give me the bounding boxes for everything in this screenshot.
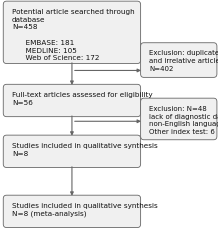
FancyBboxPatch shape xyxy=(141,98,217,140)
Text: Full-text articles assessed for eligibility
N=56: Full-text articles assessed for eligibil… xyxy=(12,92,153,106)
FancyBboxPatch shape xyxy=(3,84,141,117)
FancyBboxPatch shape xyxy=(3,195,141,228)
Text: Studies included in qualitative synthesis
N=8: Studies included in qualitative synthesi… xyxy=(12,143,158,157)
Text: Potential article searched through
database
N=458

      EMBASE: 181
      MEDLI: Potential article searched through datab… xyxy=(12,9,135,61)
Text: Exclusion: N=48
lack of diagnostic data:39
non-English language: 3
Other index t: Exclusion: N=48 lack of diagnostic data:… xyxy=(149,106,218,135)
Text: Exclusion: duplicated
and irrelative articles
N=402: Exclusion: duplicated and irrelative art… xyxy=(149,50,218,72)
FancyBboxPatch shape xyxy=(3,135,141,167)
FancyBboxPatch shape xyxy=(3,1,141,64)
FancyBboxPatch shape xyxy=(141,43,217,77)
Text: Studies included in qualitative synthesis
N=8 (meta-analysis): Studies included in qualitative synthesi… xyxy=(12,203,158,217)
